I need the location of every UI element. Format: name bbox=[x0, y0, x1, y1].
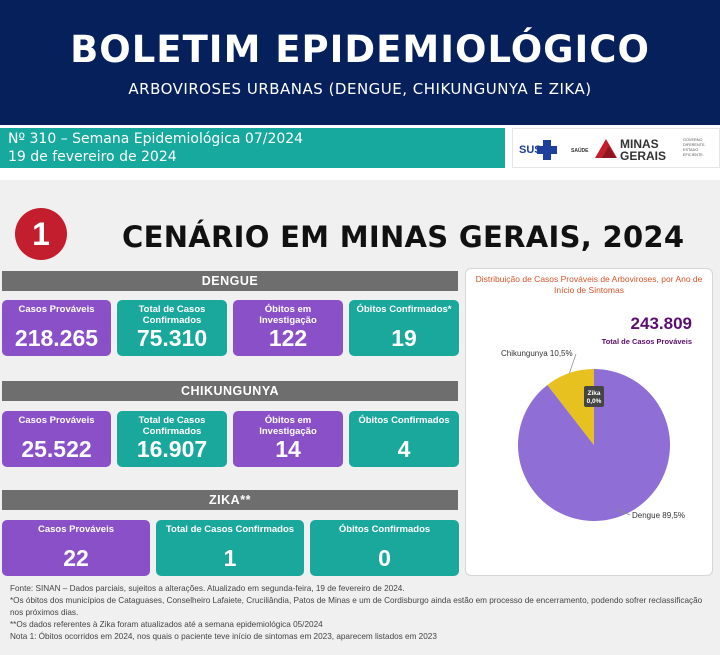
chart-total-value: 243.809 bbox=[630, 314, 692, 333]
card-label: Óbitos Confirmados bbox=[338, 524, 431, 535]
gov-line-1: GOVERNO bbox=[683, 138, 702, 142]
chik-confirmed-deaths-card: Óbitos Confirmados 4 bbox=[349, 411, 459, 467]
card-label: Total de Casos Confirmados bbox=[165, 524, 295, 535]
dengue-section-bar: DENGUE bbox=[2, 271, 458, 291]
card-value: 14 bbox=[275, 436, 301, 462]
section-number-badge: 1 bbox=[15, 208, 67, 260]
card-label: Total de Casos Confirmados bbox=[138, 304, 206, 326]
pie-label-zika-name: Zika bbox=[587, 390, 600, 397]
card-label: Óbitos em Investigação bbox=[259, 304, 317, 326]
zika-probable-cases-card: Casos Prováveis 22 bbox=[2, 520, 150, 576]
bulletin-header: BOLETIM EPIDEMIOLÓGICO ARBOVIROSES URBAN… bbox=[0, 0, 720, 125]
minas-logo-text-1: MINAS bbox=[620, 137, 659, 151]
pie-label-chikungunya: Chikungunya 10,5% bbox=[501, 349, 573, 358]
zika-section-bar: ZIKA** bbox=[2, 490, 458, 510]
gov-line-4: EFICIENTE. bbox=[683, 153, 704, 157]
pie-chart-panel: Distribuição de Casos Prováveis de Arbov… bbox=[465, 268, 713, 576]
card-label: Óbitos Confirmados* bbox=[356, 304, 452, 315]
card-value: 16.907 bbox=[136, 436, 208, 462]
card-label: Total de Casos Confirmados bbox=[138, 415, 206, 437]
sus-logo: SUS SAÚDE MINAS GERAIS GOVERNO DIFERENTE… bbox=[519, 137, 706, 163]
saude-logo-text: SAÚDE bbox=[571, 147, 589, 154]
government-logos: SUS SAÚDE MINAS GERAIS GOVERNO DIFERENTE… bbox=[512, 128, 720, 168]
sus-logo-text: SUS bbox=[519, 144, 542, 156]
dengue-confirmed-cases-card: Total de Casos Confirmados 75.310 bbox=[117, 300, 227, 356]
dengue-leader-line bbox=[615, 508, 631, 516]
card-value: 25.522 bbox=[21, 436, 92, 462]
dengue-probable-cases-card: Casos Prováveis 218.265 bbox=[2, 300, 111, 356]
zika-confirmed-deaths-card: Óbitos Confirmados 0 bbox=[310, 520, 459, 576]
gov-line-2: DIFERENTE. bbox=[683, 143, 706, 147]
scenario-title: CENÁRIO EM MINAS GERAIS, 2024 bbox=[122, 220, 685, 254]
chik-confirmed-cases-card: Total de Casos Confirmados 16.907 bbox=[117, 411, 227, 467]
chikungunya-section-bar: CHIKUNGUNYA bbox=[2, 381, 458, 401]
dengue-confirmed-deaths-card: Óbitos Confirmados* 19 bbox=[349, 300, 459, 356]
footer-note-1: Nota 1: Óbitos ocorridos em 2024, nos qu… bbox=[10, 632, 437, 641]
edition-number: Nº 310 – Semana Epidemiológica 07/2024 bbox=[8, 131, 304, 147]
pie-slice-chikungunya bbox=[547, 369, 594, 445]
card-label: Óbitos Confirmados bbox=[358, 415, 450, 426]
footer-note-deaths-cont: nos próximos dias. bbox=[10, 608, 79, 617]
card-value: 1 bbox=[223, 545, 237, 571]
card-label: Casos Prováveis bbox=[37, 524, 115, 535]
dengue-deaths-investigation-card: Óbitos em Investigação 122 bbox=[233, 300, 343, 356]
footer-note-zika: **Os dados referentes à Zika foram atual… bbox=[10, 620, 323, 629]
sus-cross-icon bbox=[537, 140, 557, 160]
bulletin-subtitle: ARBOVIROSES URBANAS (DENGUE, CHIKUNGUNYA… bbox=[128, 80, 592, 98]
chart-total-label: Total de Casos Prováveis bbox=[601, 337, 692, 346]
pie-label-dengue: Dengue 89,5% bbox=[632, 511, 685, 520]
chik-probable-cases-card: Casos Prováveis 25.522 bbox=[2, 411, 111, 467]
pie-slice-dengue bbox=[518, 369, 671, 521]
card-value: 19 bbox=[391, 325, 417, 351]
card-value: 0 bbox=[378, 545, 391, 571]
footer-note-deaths: *Os óbitos dos municípios de Cataguases,… bbox=[10, 596, 703, 605]
chik-leader-line bbox=[569, 353, 577, 374]
card-value: 75.310 bbox=[136, 325, 208, 351]
chart-title: Distribuição de Casos Prováveis de Arbov… bbox=[475, 274, 703, 295]
card-label: Óbitos em Investigação bbox=[259, 415, 317, 437]
gov-line-3: ESTADO bbox=[683, 148, 698, 152]
card-value: 22 bbox=[63, 545, 89, 571]
card-value: 218.265 bbox=[14, 325, 99, 351]
zika-label-box bbox=[584, 386, 604, 407]
card-value: 4 bbox=[397, 436, 411, 462]
edition-date: 19 de fevereiro de 2024 bbox=[8, 149, 177, 165]
pie-label-zika-pct: 0,0% bbox=[587, 398, 602, 405]
footer-source: Fonte: SINAN – Dados parciais, sujeitos … bbox=[10, 584, 405, 593]
minas-logo-text-2: GERAIS bbox=[620, 149, 666, 163]
card-label: Casos Prováveis bbox=[18, 304, 95, 315]
bulletin-title: BOLETIM EPIDEMIOLÓGICO bbox=[70, 28, 650, 71]
pie-chart: Chikungunya 10,5% Dengue 89,5% Zika 0,0% bbox=[501, 349, 685, 521]
card-value: 122 bbox=[268, 325, 308, 351]
card-label: Casos Prováveis bbox=[18, 415, 95, 426]
chik-deaths-investigation-card: Óbitos em Investigação 14 bbox=[233, 411, 343, 467]
edition-bar: Nº 310 – Semana Epidemiológica 07/2024 1… bbox=[0, 128, 505, 168]
zika-confirmed-cases-card: Total de Casos Confirmados 1 bbox=[156, 520, 304, 576]
